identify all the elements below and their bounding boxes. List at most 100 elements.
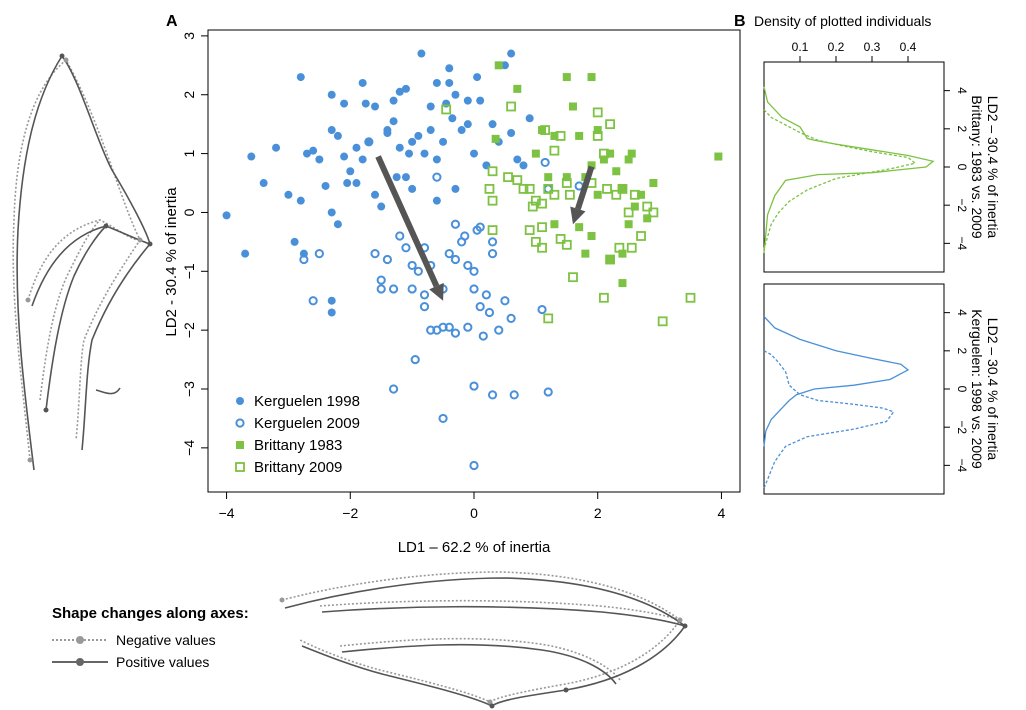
point-brittany-2009: [629, 189, 640, 200]
density-y-tick-label: −4: [955, 237, 969, 251]
point-kerguelen-2009: [481, 290, 491, 300]
point-kerguelen-1998: [296, 196, 305, 205]
point-kerguelen-2009: [370, 249, 380, 259]
point-kerguelen-2009: [410, 354, 420, 365]
point-brittany-2009: [518, 184, 529, 194]
point-brittany-1983: [587, 73, 596, 82]
point-brittany-1983: [618, 249, 627, 258]
point-kerguelen-2009: [469, 284, 479, 294]
point-kerguelen-2009: [450, 219, 461, 229]
point-kerguelen-2009: [413, 266, 423, 276]
wing-ld2-negative-landmark: [63, 57, 69, 63]
point-kerguelen-1998: [259, 179, 268, 188]
point-kerguelen-2009: [444, 249, 454, 259]
legend-marker-kerguelen-2009: [235, 418, 245, 428]
point-kerguelen-1998: [340, 152, 349, 161]
point-kerguelen-1998: [371, 102, 380, 111]
point-kerguelen-1998: [302, 149, 311, 158]
point-brittany-2009: [527, 201, 538, 212]
density-title: Density of plotted individuals: [754, 13, 931, 29]
point-brittany-1983: [618, 279, 627, 288]
point-brittany-1983: [612, 167, 621, 176]
point-kerguelen-2009: [494, 325, 504, 335]
wing-ld2-positive-vein-3: [95, 387, 121, 395]
point-kerguelen-1998: [371, 190, 380, 199]
wing-ld2-negative-landmark: [137, 237, 143, 243]
point-brittany-2009: [555, 131, 566, 141]
x-tick-label: 0: [470, 505, 478, 521]
density-curve-solid: [763, 316, 910, 447]
point-kerguelen-1998: [383, 128, 392, 137]
wing-ld2-negative-landmark: [27, 457, 33, 463]
wing-ld2-negative-vein-2: [39, 219, 101, 401]
point-brittany-2009: [642, 201, 653, 212]
y-tick-label: −3: [181, 381, 197, 397]
point-kerguelen-1998: [346, 167, 355, 176]
point-brittany-2009: [506, 101, 517, 112]
point-kerguelen-1998: [414, 131, 423, 140]
density-y-tick-label: −2: [955, 420, 969, 434]
point-brittany-2009: [592, 107, 603, 118]
point-kerguelen-2009: [463, 322, 473, 332]
point-brittany-1983: [593, 190, 602, 199]
point-kerguelen-1998: [241, 249, 250, 258]
point-kerguelen-1998: [445, 78, 454, 87]
point-brittany-1983: [562, 173, 571, 182]
point-brittany-2009: [636, 231, 646, 241]
point-brittany-1983: [575, 223, 584, 232]
point-kerguelen-1998: [426, 102, 435, 111]
point-brittany-2009: [611, 189, 622, 200]
point-kerguelen-1998: [442, 99, 451, 108]
point-kerguelen-1998: [417, 49, 426, 58]
point-kerguelen-1998: [519, 161, 528, 170]
density-kerguelen-axis-label: LD2 – 30.4 % of inertia Kerguelen: 1998 …: [969, 309, 1001, 469]
point-kerguelen-1998: [463, 120, 472, 129]
panel-a-letter: A: [166, 13, 178, 30]
y-tick-label: 2: [181, 91, 197, 99]
arrow-shaft-1: [375, 155, 440, 288]
wing-ld2-positive-landmark: [59, 53, 65, 59]
point-brittany-2009: [537, 198, 547, 209]
point-kerguelen-2009: [450, 254, 461, 265]
point-brittany-2009: [564, 189, 575, 200]
point-kerguelen-2009: [382, 254, 392, 265]
point-kerguelen-2009: [540, 157, 550, 168]
point-kerguelen-2009: [487, 390, 498, 400]
point-kerguelen-1998: [333, 220, 342, 229]
point-brittany-1983: [606, 255, 615, 264]
point-kerguelen-1998: [290, 237, 299, 246]
density-x-tick-label: 0.1: [792, 40, 809, 54]
point-brittany-2009: [537, 222, 547, 233]
positive-label: Positive values: [116, 654, 209, 670]
point-kerguelen-1998: [420, 149, 429, 158]
point-kerguelen-1998: [426, 126, 435, 135]
point-kerguelen-2009: [444, 322, 454, 332]
point-brittany-2009: [441, 104, 452, 115]
point-kerguelen-1998: [352, 143, 361, 152]
density-curve-solid: [763, 86, 935, 253]
density-x-tick-label: 0.2: [828, 40, 845, 54]
point-kerguelen-2009: [469, 460, 479, 471]
legend-label-kerguelen-1998: Kerguelen 1998: [254, 393, 360, 410]
legend-label-kerguelen-2009: Kerguelen 2009: [254, 415, 360, 432]
point-kerguelen-1998: [408, 184, 417, 193]
point-kerguelen-2009: [432, 172, 442, 182]
point-brittany-1983: [587, 231, 596, 240]
point-brittany-1983: [538, 126, 547, 135]
point-brittany-2009: [657, 316, 668, 327]
point-brittany-2009: [568, 272, 578, 283]
point-brittany-2009: [555, 234, 566, 244]
point-kerguelen-1998: [395, 87, 404, 96]
point-brittany-2009: [561, 239, 572, 250]
point-kerguelen-1998: [272, 143, 281, 152]
point-kerguelen-2009: [463, 260, 473, 271]
point-kerguelen-1998: [321, 181, 330, 190]
point-brittany-1983: [550, 220, 559, 229]
wing-ld2-positive-landmark: [43, 407, 49, 413]
point-kerguelen-2009: [438, 413, 448, 424]
scatter-legend: Kerguelen 1998 Kerguelen 2009 Brittany 198…: [235, 393, 360, 476]
point-kerguelen-1998: [343, 179, 352, 188]
point-kerguelen-1998: [500, 61, 509, 70]
wing-ld1-negative-landmark: [677, 617, 683, 623]
density-brittany-axis-label: LD2 – 30.4 % of inertia Brittany: 1983 v…: [969, 95, 1001, 238]
